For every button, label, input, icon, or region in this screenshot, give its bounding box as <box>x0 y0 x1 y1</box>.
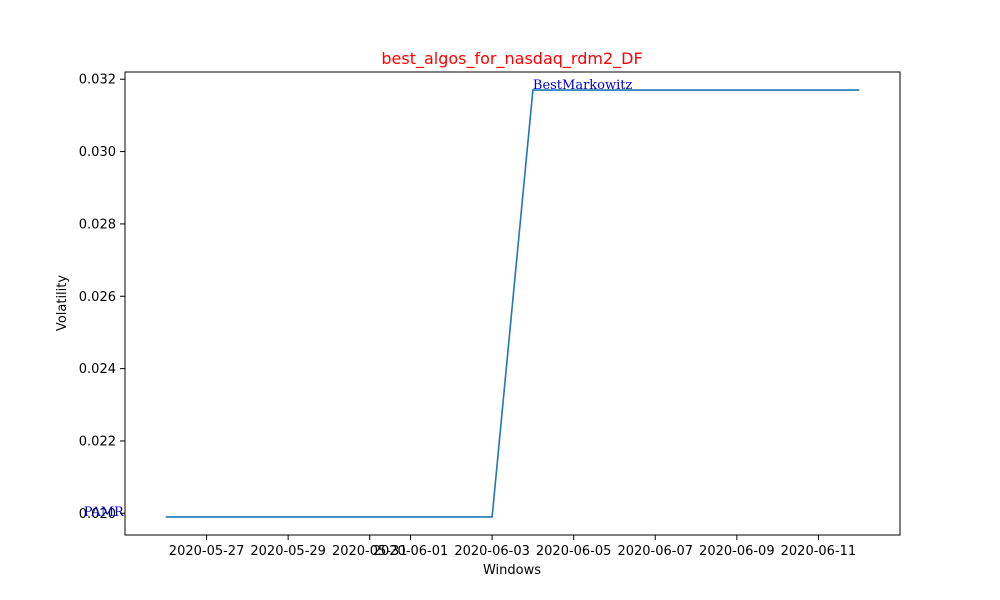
x-tick-label: 2020-05-31 <box>332 544 408 559</box>
x-tick-label: 2020-06-01 <box>373 544 449 559</box>
series-line <box>165 89 860 518</box>
x-axis-label: Windows <box>483 563 541 578</box>
y-tick-label: 0.032 <box>79 73 116 88</box>
x-tick-label: 2020-05-29 <box>250 544 326 559</box>
y-tick-label: 0.030 <box>79 145 116 160</box>
chart-title: best_algos_for_nasdaq_rdm2_DF <box>381 49 642 69</box>
x-tick-label: 2020-06-07 <box>617 544 693 559</box>
y-tick-label: 0.028 <box>79 217 116 232</box>
y-tick-label: 0.022 <box>79 434 116 449</box>
series-annotation: BestMarkowitz <box>533 78 633 93</box>
y-tick-label: 0.020 <box>79 507 116 522</box>
y-axis-label: Volatility <box>55 275 70 331</box>
x-tick-label: 2020-06-03 <box>454 544 530 559</box>
plot-frame <box>124 71 901 536</box>
plot-area: 2020-05-27 2020-05-29 2020-05-312020-06-01… <box>79 71 901 559</box>
y-tick-label: 0.026 <box>79 290 116 305</box>
series-annotation: PAMR <box>84 505 125 520</box>
x-tick-label: 2020-05-27 <box>169 544 245 559</box>
y-tick-label: 0.024 <box>79 362 116 377</box>
x-tick-label: 2020-06-09 <box>699 544 775 559</box>
x-tick-label: 2020-06-05 <box>536 544 612 559</box>
x-tick-label: 2020-06-11 <box>781 544 857 559</box>
